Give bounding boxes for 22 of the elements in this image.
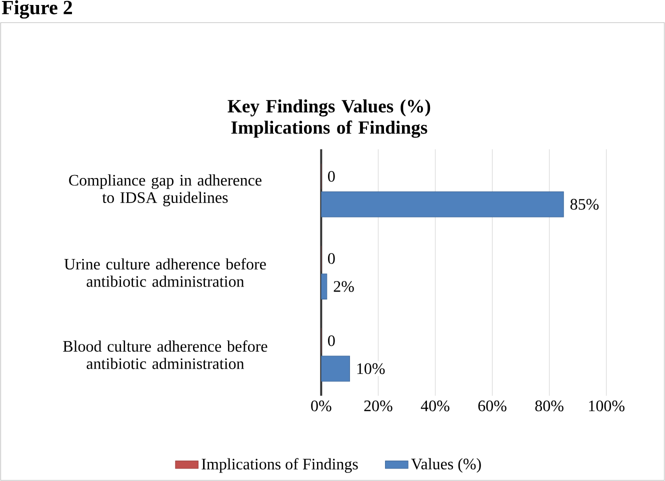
data-label: 2%: [334, 281, 354, 292]
data-label: 0: [328, 335, 335, 346]
chart-title: Key Findings Values (%) Implications of Findings: [228, 99, 430, 138]
data-label: 0: [328, 170, 335, 182]
data-label: 85%: [570, 198, 599, 210]
x-tick-label: 0%: [311, 400, 332, 412]
legend-label: Values (%): [411, 458, 481, 473]
bar: [321, 356, 350, 382]
legend-label: Implications of Findings: [202, 458, 358, 473]
x-tick-label: 100%: [589, 400, 624, 412]
x-tick-label: 80%: [535, 400, 564, 412]
x-tick-label: 20%: [364, 400, 392, 412]
data-label: 0: [328, 253, 335, 264]
y-tick-label: Blood culture adherence before antibiotic administration: [63, 340, 268, 370]
bar: [321, 274, 328, 300]
caption: Figure 2: [2, 0, 72, 19]
x-tick-label: 60%: [478, 400, 506, 412]
bar: [321, 191, 564, 218]
data-label: 10%: [357, 363, 385, 374]
y-tick-label: Compliance gap in adherence to IDSA guidelines: [69, 174, 262, 206]
y-tick-label: Urine culture adherence before antibiotic administration: [64, 258, 266, 287]
x-tick-label: 40%: [420, 400, 450, 412]
